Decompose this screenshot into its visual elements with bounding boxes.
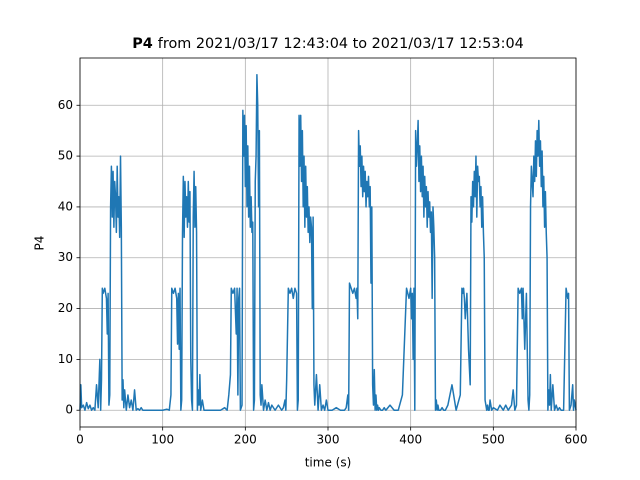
data-line [79, 74, 577, 411]
y-tick-label: 20 [58, 301, 73, 315]
y-tick-label: 60 [58, 98, 73, 112]
y-tick-label: 0 [65, 403, 73, 417]
x-tick-label: 500 [482, 433, 505, 447]
y-tick-label: 50 [58, 149, 73, 163]
x-tick-label: 200 [234, 433, 257, 447]
x-tick-label: 400 [399, 433, 422, 447]
x-tick-label: 0 [76, 433, 84, 447]
y-tick-label: 10 [58, 352, 73, 366]
title-rest: from 2021/03/17 12:43:04 to 2021/03/17 1… [158, 36, 524, 52]
y-axis-label: P4 [33, 236, 47, 251]
x-tick-label: 600 [565, 433, 588, 447]
y-tick-label: 40 [58, 199, 73, 213]
x-tick-label: 300 [317, 433, 340, 447]
chart-title: P4 from 2021/03/17 12:43:04 to 2021/03/17… [132, 36, 524, 52]
title-bold: P4 [132, 36, 153, 52]
axes-frame [79, 57, 577, 428]
plot-area: 0 100 200 300 400 500 600 0 10 20 30 40 50 60 [58, 57, 588, 447]
y-tick-label: 30 [58, 250, 73, 264]
x-axis-label: time (s) [305, 456, 352, 470]
x-tick-label: 100 [151, 433, 174, 447]
